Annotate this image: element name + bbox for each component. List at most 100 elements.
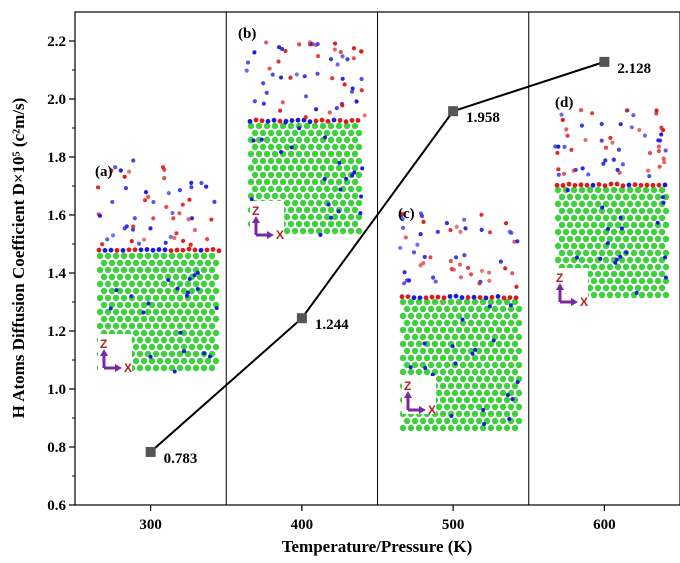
substrate-atom: [618, 200, 626, 208]
substrate-atom: [263, 178, 271, 186]
substrate-atom: [299, 171, 307, 179]
axis-z-label: Z: [556, 271, 563, 285]
substrate-atom: [355, 171, 363, 179]
substrate-atom: [160, 350, 168, 358]
gas-atom: [645, 168, 651, 173]
substrate-atom: [491, 417, 499, 425]
substrate-atom: [160, 266, 168, 274]
substrate-atom: [343, 192, 351, 200]
gas-atom: [278, 75, 284, 80]
substrate-atom: [319, 192, 327, 200]
substrate-atom: [435, 403, 443, 411]
substrate-atom: [507, 361, 515, 369]
substrate-atom: [622, 235, 630, 243]
gas-atom: [603, 145, 609, 150]
substrate-atom: [291, 199, 299, 207]
surface-atom: [459, 295, 465, 300]
substrate-atom: [287, 220, 295, 228]
hydrogen-atom: [618, 254, 623, 259]
substrate-atom: [658, 214, 666, 222]
substrate-atom: [622, 277, 630, 285]
hydrogen-atom: [326, 202, 331, 207]
substrate-atom: [459, 347, 467, 355]
axis-z-label: Z: [404, 379, 411, 393]
substrate-atom: [331, 171, 339, 179]
substrate-atom: [407, 312, 415, 320]
gas-atom: [661, 156, 666, 161]
surface-atom: [626, 182, 632, 188]
gas-atom: [171, 216, 176, 221]
substrate-atom: [554, 228, 562, 236]
substrate-atom: [263, 136, 271, 144]
substrate-atom: [491, 361, 499, 369]
substrate-atom: [100, 287, 108, 295]
substrate-atom: [558, 193, 566, 201]
substrate-atom: [355, 199, 363, 207]
substrate-atom: [582, 249, 590, 257]
substrate-atom: [439, 410, 447, 418]
hydrogen-atom: [359, 194, 364, 199]
substrate-atom: [287, 192, 295, 200]
substrate-atom: [263, 192, 271, 200]
hydrogen-atom: [624, 250, 629, 255]
hydrogen-atom: [352, 170, 357, 175]
surface-atom: [501, 295, 507, 301]
substrate-atom: [654, 291, 662, 299]
surface-atom: [96, 247, 102, 253]
gas-atom: [656, 138, 661, 143]
z-arrow-head-icon: [556, 283, 564, 290]
series-line-path: [149, 60, 605, 453]
substrate-atom: [339, 199, 347, 207]
substrate-atom: [323, 143, 331, 151]
substrate-atom: [104, 322, 112, 330]
gas-atom: [590, 111, 595, 116]
substrate-atom: [515, 333, 523, 341]
substrate-atom: [251, 157, 259, 165]
substrate-atom: [479, 340, 487, 348]
gas-atom: [187, 197, 192, 202]
substrate-atom: [128, 308, 136, 316]
substrate-atom: [570, 186, 578, 194]
substrate-atom: [132, 273, 140, 281]
x-axis-title: Temperature/Pressure (K): [282, 537, 473, 556]
inset-panel-a: Z X (a): [95, 158, 222, 375]
substrate-atom: [451, 389, 459, 397]
substrate-atom: [507, 347, 515, 355]
gas-atom: [556, 167, 561, 172]
substrate-atom: [200, 322, 208, 330]
gas-atom: [620, 162, 625, 167]
substrate-atom: [511, 312, 519, 320]
substrate-atom: [140, 287, 148, 295]
substrate-atom: [176, 252, 184, 260]
substrate-atom: [459, 403, 467, 411]
substrate-atom: [602, 256, 610, 264]
gas-atom: [654, 111, 659, 116]
substrate-atom: [399, 354, 407, 362]
substrate-atom: [144, 336, 152, 344]
gas-atom: [444, 220, 450, 226]
substrate-atom: [630, 193, 638, 201]
gas-atom: [603, 158, 608, 163]
substrate-atom: [439, 354, 447, 362]
substrate-atom: [487, 340, 495, 348]
gas-atom: [556, 172, 561, 177]
panel-label-a: (a): [95, 164, 113, 180]
substrate-atom: [335, 136, 343, 144]
substrate-atom: [331, 143, 339, 151]
substrate-atom: [626, 186, 634, 194]
gas-atom: [421, 261, 426, 266]
substrate-atom: [212, 273, 220, 281]
substrate-atom: [192, 294, 200, 302]
substrate-atom: [355, 185, 363, 193]
substrate-atom: [112, 280, 120, 288]
hydrogen-atom: [473, 347, 478, 352]
substrate-atom: [399, 312, 407, 320]
substrate-atom: [463, 326, 471, 334]
substrate-atom: [646, 207, 654, 215]
substrate-atom: [287, 164, 295, 172]
gas-atom: [303, 115, 308, 120]
gas-atom: [503, 221, 509, 226]
substrate-atom: [355, 129, 363, 137]
substrate-atom: [275, 143, 283, 151]
substrate-atom: [307, 171, 315, 179]
